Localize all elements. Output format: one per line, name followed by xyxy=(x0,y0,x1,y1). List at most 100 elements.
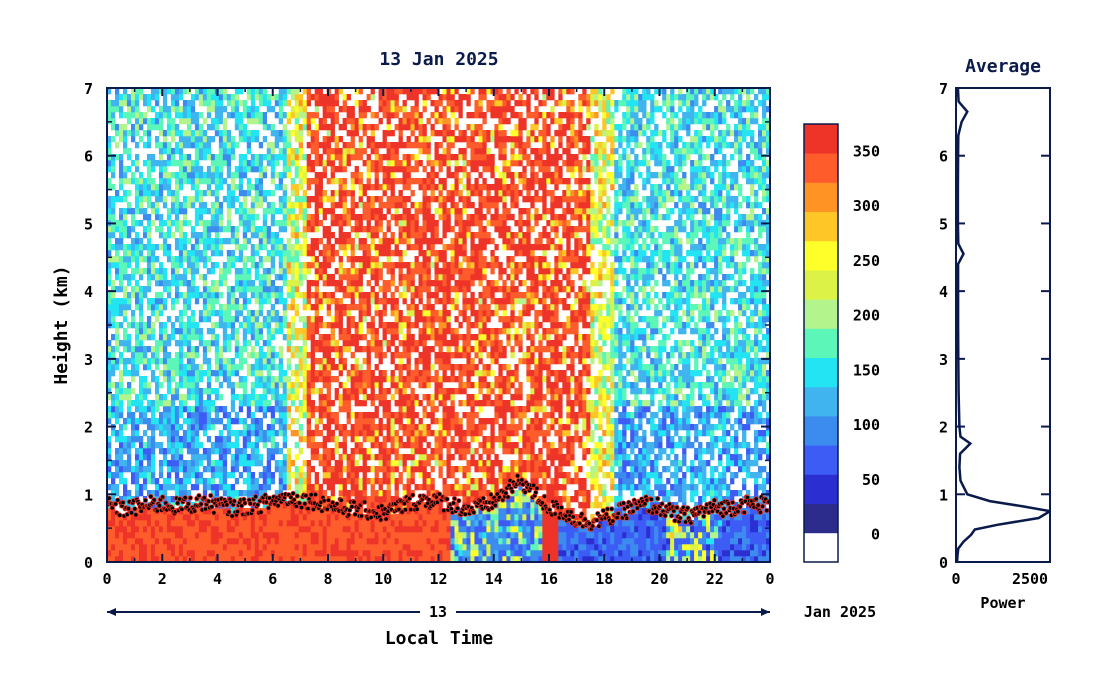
heatmap-cell xyxy=(274,532,280,539)
heatmap-cell xyxy=(330,436,335,443)
heatmap-cell xyxy=(366,184,371,191)
heatmap-cell xyxy=(134,556,140,562)
heatmap-cell xyxy=(358,556,363,562)
heatmap-cell xyxy=(242,424,248,431)
heatmap-cell xyxy=(210,298,216,305)
heatmap-cell xyxy=(426,514,431,521)
heatmap-cell xyxy=(242,442,248,449)
heatmap-cell xyxy=(298,328,303,335)
heatmap-cell xyxy=(126,544,132,551)
heatmap-cell xyxy=(290,508,296,515)
heatmap-cell xyxy=(278,550,284,557)
heatmap-cell xyxy=(174,472,180,479)
heatmap-cell xyxy=(370,526,375,533)
heatmap-cell xyxy=(198,550,204,557)
heatmap-cell xyxy=(370,214,375,221)
heatmap-cell xyxy=(194,118,200,125)
heatmap-cell xyxy=(314,292,319,299)
heatmap-cell xyxy=(378,418,383,425)
heatmap-cell xyxy=(110,358,116,365)
heatmap-cell xyxy=(206,298,212,305)
heatmap-cell xyxy=(178,88,184,95)
heatmap-cell xyxy=(182,376,188,383)
heatmap-cell xyxy=(298,370,303,377)
heatmap-cell xyxy=(322,112,327,119)
heatmap-cell xyxy=(322,250,327,257)
heatmap-cell xyxy=(238,280,244,287)
heatmap-cell xyxy=(246,490,252,497)
heatmap-cell xyxy=(374,334,379,341)
heatmap-cell xyxy=(434,112,439,119)
heatmap-cell xyxy=(242,268,248,275)
heatmap-cell xyxy=(182,394,188,401)
heatmap-cell xyxy=(438,454,443,461)
heatmap-cell xyxy=(418,202,423,209)
heatmap-cell xyxy=(134,550,140,557)
heatmap-cell xyxy=(214,550,220,557)
heatmap-cell xyxy=(218,316,224,323)
heatmap-cell xyxy=(150,274,156,281)
heatmap-cell xyxy=(174,352,180,359)
heatmap-cell xyxy=(286,388,292,395)
heatmap-cell xyxy=(174,358,180,365)
heatmap-cell xyxy=(118,394,124,401)
heatmap-cell xyxy=(206,484,212,491)
heatmap-cell xyxy=(122,112,128,119)
heatmap-cell xyxy=(166,214,172,221)
heatmap-cell xyxy=(406,502,411,509)
heatmap-cell xyxy=(190,352,196,359)
heatmap-cell xyxy=(150,106,156,113)
heatmap-cell xyxy=(342,388,347,395)
heatmap-cell xyxy=(398,382,403,389)
heatmap-cell xyxy=(238,154,244,161)
heatmap-cell xyxy=(114,190,120,197)
heatmap-cell xyxy=(162,556,168,562)
heatmap-cell xyxy=(438,526,443,533)
heatmap-cell xyxy=(358,376,363,383)
heatmap-cell xyxy=(142,454,148,461)
heatmap-cell xyxy=(142,556,148,562)
heatmap-cell xyxy=(206,238,212,245)
heatmap-cell xyxy=(310,262,315,269)
heatmap-cell xyxy=(274,130,280,137)
heatmap-cell xyxy=(370,184,375,191)
heatmap-cell xyxy=(390,358,395,365)
heatmap-cell xyxy=(210,448,216,455)
heatmap-cell xyxy=(274,184,280,191)
heatmap-cell xyxy=(370,334,375,341)
heatmap-cell xyxy=(158,484,164,491)
heatmap-cell xyxy=(142,364,148,371)
heatmap-cell xyxy=(226,520,232,527)
heatmap-cell xyxy=(330,280,335,287)
heatmap-cell xyxy=(238,364,244,371)
heatmap-cell xyxy=(398,358,403,365)
heatmap-cell xyxy=(242,328,248,335)
heatmap-cell xyxy=(162,136,168,143)
heatmap-cell xyxy=(118,556,124,562)
heatmap-cell xyxy=(146,418,152,425)
heatmap-cell xyxy=(310,220,315,227)
heatmap-cell xyxy=(318,262,323,269)
heatmap-cell xyxy=(350,514,355,521)
heatmap-cell xyxy=(254,526,260,533)
heatmap-cell xyxy=(258,238,264,245)
heatmap-cell xyxy=(398,388,403,395)
heatmap-cell xyxy=(378,226,383,233)
heatmap-cell xyxy=(178,148,184,155)
heatmap-cell xyxy=(174,148,180,155)
heatmap-cell xyxy=(226,250,232,257)
heatmap-cell xyxy=(290,400,296,407)
heatmap-cell xyxy=(130,172,136,179)
heatmap-cell xyxy=(378,88,383,95)
heatmap-cell xyxy=(234,364,240,371)
heatmap-cell xyxy=(406,238,411,245)
heatmap-cell xyxy=(398,406,403,413)
heatmap-cell xyxy=(298,490,303,497)
heatmap-cell xyxy=(166,142,172,149)
heatmap-cell xyxy=(186,250,192,257)
heatmap-cell xyxy=(107,508,112,515)
heatmap-cell xyxy=(154,244,160,251)
heatmap-cell xyxy=(378,508,383,515)
heatmap-cell xyxy=(174,130,180,137)
heatmap-cell xyxy=(110,226,116,233)
